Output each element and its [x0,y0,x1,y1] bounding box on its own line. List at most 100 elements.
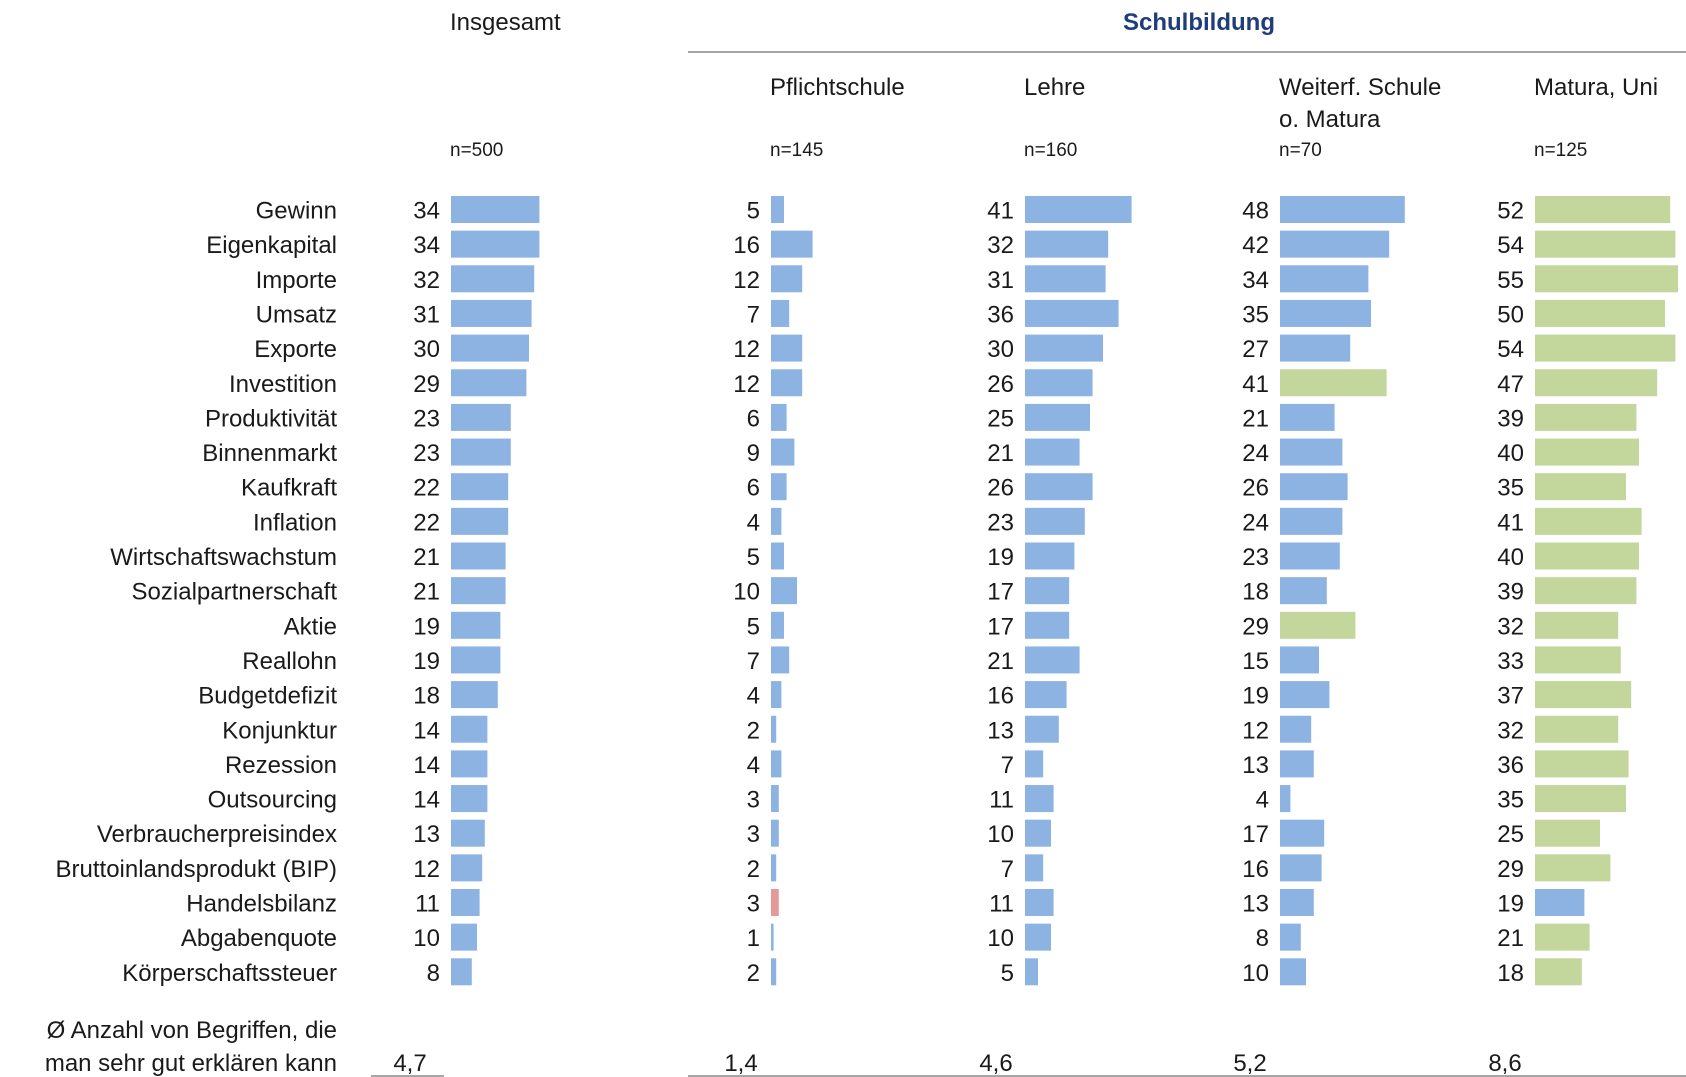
bar-lehre-binnenmarkt [1025,438,1080,466]
value-label-matura-uni-outsourcing: 35 [1497,787,1524,814]
bar-matura-uni-budgetdefizit [1535,681,1632,709]
bar-weiterf-schule-o-matura-abgabenquote [1280,923,1301,951]
value-label-lehre-korperschaftssteuer: 5 [1001,960,1014,987]
value-label-pflichtschule-sozialpartnerschaft: 10 [733,579,760,606]
value-label-lehre-produktivitat: 25 [987,405,1014,432]
value-label-lehre-wirtschaftswachstum: 19 [987,544,1014,571]
category-label-investition: Investition [229,371,337,398]
value-label-insgesamt-verbraucherpreisindex: 13 [413,821,440,848]
category-label-budgetdefizit: Budgetdefizit [198,683,337,710]
value-label-insgesamt-reallohn: 19 [413,648,440,675]
bar-lehre-budgetdefizit [1025,681,1067,709]
category-label-bruttoinlandsprodukt-bip: Bruttoinlandsprodukt (BIP) [56,856,337,883]
category-label-produktivitat: Produktivität [205,405,337,432]
bar-weiterf-schule-o-matura-sozialpartnerschaft [1280,577,1327,605]
bar-weiterf-schule-o-matura-budgetdefizit [1280,681,1330,709]
value-label-weiterf-schule-o-matura-inflation: 24 [1242,509,1269,536]
column-insgesamt: Insgesamt n=500 34 34 32 31 30 29 23 23 22 22 21 21 19… [393,9,561,1077]
value-label-weiterf-schule-o-matura-exporte: 27 [1242,336,1269,363]
category-label-umsatz: Umsatz [256,301,337,328]
bar-lehre-outsourcing [1025,785,1054,813]
bar-insgesamt-wirtschaftswachstum [451,542,506,570]
value-label-weiterf-schule-o-matura-kaufkraft: 26 [1242,475,1269,502]
value-label-insgesamt-sozialpartnerschaft: 21 [413,579,440,606]
value-label-matura-uni-eigenkapital: 54 [1497,232,1524,259]
value-label-pflichtschule-aktie: 5 [747,613,760,640]
category-label-gewinn: Gewinn [256,198,337,225]
value-label-lehre-rezession: 7 [1001,752,1014,779]
average-value-pflichtschule: 1,4 [724,1050,757,1077]
column-lehre: Lehre n=160 41 32 31 36 30 26 25 21 26 23 19 17 17 21 16… [979,74,1132,1077]
value-label-weiterf-schule-o-matura-importe: 34 [1242,267,1269,294]
value-label-insgesamt-kaufkraft: 22 [413,475,440,502]
bar-matura-uni-investition [1535,369,1658,397]
bar-pflichtschule-umsatz [771,299,790,327]
value-label-weiterf-schule-o-matura-investition: 41 [1242,371,1269,398]
value-label-pflichtschule-rezession: 4 [747,752,760,779]
value-label-pflichtschule-importe: 12 [733,267,760,294]
bar-weiterf-schule-o-matura-outsourcing [1280,785,1291,813]
value-label-weiterf-schule-o-matura-abgabenquote: 8 [1256,925,1269,952]
bar-pflichtschule-abgabenquote [771,923,774,951]
value-label-insgesamt-exporte: 30 [413,336,440,363]
value-label-weiterf-schule-o-matura-gewinn: 48 [1242,198,1269,225]
sample-size-pflichtschule: n=145 [770,140,823,161]
value-label-insgesamt-handelsbilanz: 11 [415,891,440,918]
bar-pflichtschule-handelsbilanz [771,889,779,916]
bar-insgesamt-importe [451,265,535,293]
value-label-insgesamt-importe: 32 [413,267,440,294]
value-label-weiterf-schule-o-matura-reallohn: 15 [1242,648,1269,675]
value-label-insgesamt-outsourcing: 14 [413,787,440,814]
bar-pflichtschule-produktivitat [771,403,787,431]
bar-matura-uni-exporte [1535,334,1676,362]
value-label-pflichtschule-handelsbilanz: 3 [747,891,760,918]
value-label-pflichtschule-umsatz: 7 [747,301,760,328]
value-label-insgesamt-investition: 29 [413,371,440,398]
bar-lehre-exporte [1025,334,1103,362]
bar-matura-uni-konjunktur [1535,715,1619,743]
value-label-lehre-sozialpartnerschaft: 17 [987,579,1014,606]
value-label-weiterf-schule-o-matura-outsourcing: 4 [1256,787,1269,814]
bar-matura-uni-wirtschaftswachstum [1535,542,1639,570]
sample-size-matura-uni: n=125 [1534,140,1587,161]
bar-insgesamt-bruttoinlandsprodukt-bip [451,854,483,882]
average-label-line1: Ø Anzahl von Begriffen, die [47,1017,337,1044]
value-label-lehre-investition: 26 [987,371,1014,398]
value-label-pflichtschule-reallohn: 7 [747,648,760,675]
value-label-matura-uni-gewinn: 52 [1497,198,1524,225]
bar-matura-uni-bruttoinlandsprodukt-bip [1535,854,1611,882]
bar-weiterf-schule-o-matura-gewinn [1280,196,1405,223]
value-label-pflichtschule-inflation: 4 [747,509,760,536]
bar-pflichtschule-budgetdefizit [771,681,782,709]
value-label-matura-uni-inflation: 41 [1497,509,1524,536]
value-label-matura-uni-aktie: 32 [1497,613,1524,640]
bar-lehre-produktivitat [1025,403,1090,431]
average-row: Ø Anzahl von Begriffen, die man sehr gut… [45,1017,1686,1077]
value-label-lehre-inflation: 23 [987,509,1014,536]
bar-insgesamt-binnenmarkt [451,438,511,466]
bar-weiterf-schule-o-matura-binnenmarkt [1280,438,1343,466]
category-label-kaufkraft: Kaufkraft [241,475,337,502]
category-label-rezession: Rezession [225,752,337,779]
bar-weiterf-schule-o-matura-investition [1280,369,1387,397]
value-label-weiterf-schule-o-matura-produktivitat: 21 [1242,405,1269,432]
value-label-lehre-outsourcing: 11 [989,787,1014,814]
value-label-insgesamt-eigenkapital: 34 [413,232,440,259]
bar-insgesamt-korperschaftssteuer [451,958,472,986]
column-pflichtschule: Pflichtschulen=1455161271212696451057424… [724,74,904,1077]
value-label-lehre-aktie: 17 [987,613,1014,640]
category-label-outsourcing: Outsourcing [208,787,337,814]
group-header-schulbildung: Schulbildung [1123,9,1275,36]
bar-pflichtschule-kaufkraft [771,473,787,501]
bar-lehre-verbraucherpreisindex [1025,819,1051,847]
bar-lehre-gewinn [1025,196,1132,223]
bar-weiterf-schule-o-matura-konjunktur [1280,715,1312,743]
value-label-pflichtschule-investition: 12 [733,371,760,398]
bar-insgesamt-produktivitat [451,403,511,431]
bar-weiterf-schule-o-matura-exporte [1280,334,1351,362]
bar-weiterf-schule-o-matura-umsatz [1280,299,1371,327]
bar-weiterf-schule-o-matura-verbraucherpreisindex [1280,819,1325,847]
category-labels: Gewinn Eigenkapital Importe Umsatz Exporte In… [56,198,338,987]
bar-insgesamt-investition [451,369,527,397]
bar-matura-uni-rezession [1535,750,1629,778]
